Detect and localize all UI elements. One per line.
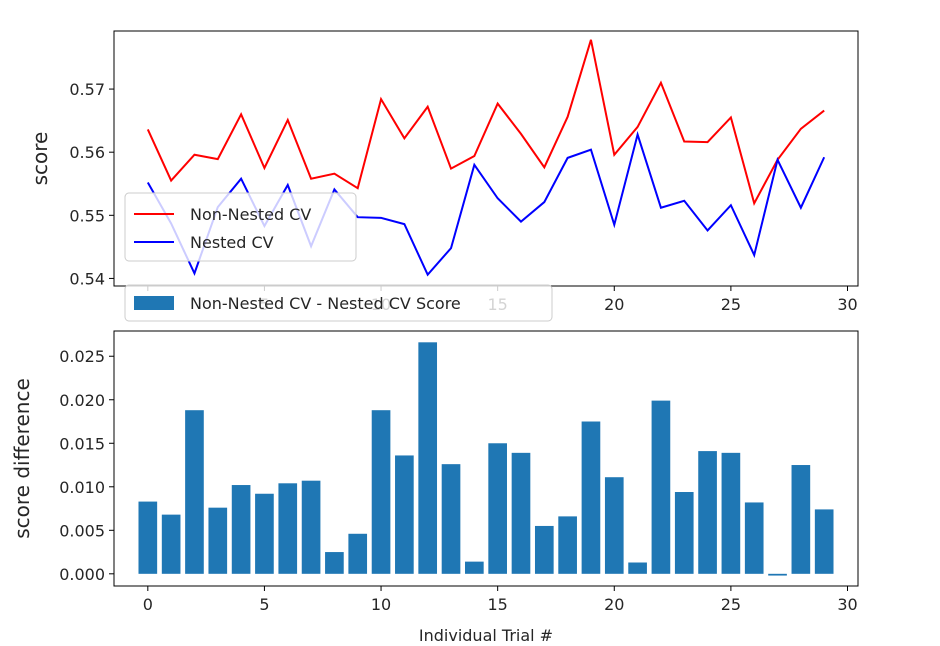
legend-label-non-nested-cv: Non-Nested CV: [190, 205, 311, 224]
top-x-tick-label: 20: [604, 295, 624, 314]
bottom-y-tick-label: 0.010: [59, 478, 105, 497]
bottom-y-tick-label: 0.025: [59, 347, 105, 366]
bottom-axis-ticks: 0 5 10 15 20 25 30 0.000 0.005 0.010 0.015 0.020 0.0…: [59, 347, 857, 614]
bar-trial-6: [278, 483, 298, 574]
bottom-x-tick-label: 30: [837, 595, 857, 614]
top-legend: Non-Nested CV Nested CV: [124, 192, 357, 262]
bar-trial-4: [231, 485, 251, 574]
bar-series-layer: [138, 342, 834, 576]
bar-trial-2: [185, 410, 204, 574]
bar-trial-5: [255, 493, 274, 574]
bar-trial-22: [651, 400, 671, 574]
top-y-axis-label: score: [28, 132, 52, 186]
bar-trial-1: [161, 514, 181, 574]
top-y-tick-label: 0.55: [69, 206, 105, 225]
bar-trial-19: [581, 421, 601, 574]
bar-trial-11: [395, 455, 414, 574]
series-line-non-nested-cv: [146, 39, 825, 206]
top-y-tick-label: 0.54: [69, 269, 105, 288]
bar-trial-9: [348, 533, 368, 574]
bar-trial-26: [744, 502, 764, 574]
bar-trial-13: [441, 464, 461, 574]
bottom-x-tick-label: 20: [604, 595, 624, 614]
bottom-axes-frame: [113, 330, 859, 587]
bottom-x-axis-label: Individual Trial #: [419, 626, 553, 645]
bar-trial-25: [721, 452, 741, 574]
top-x-tick-label: 30: [837, 295, 857, 314]
bottom-y-tick-label: 0.015: [59, 434, 105, 453]
bottom-y-tick-label: 0.005: [59, 521, 105, 540]
bottom-x-tick-label: 5: [259, 595, 269, 614]
bar-trial-18: [558, 516, 577, 574]
bar-trial-23: [674, 492, 694, 574]
bottom-y-axis-label: score difference: [10, 378, 34, 539]
top-x-tick-label: 25: [721, 295, 741, 314]
bar-trial-24: [698, 451, 717, 574]
bar-trial-14: [465, 561, 484, 574]
top-y-tick-label: 0.56: [69, 143, 105, 162]
bottom-x-tick-label: 25: [721, 595, 741, 614]
bar-trial-0: [138, 501, 158, 574]
top-legend-box: [124, 192, 357, 262]
bar-trial-21: [628, 562, 647, 574]
bar-trial-27: [768, 573, 787, 576]
bar-trial-28: [791, 465, 811, 574]
bottom-y-tick-label: 0.000: [59, 565, 105, 584]
legend-swatch-score-difference: [134, 296, 174, 310]
bar-trial-10: [371, 410, 391, 574]
bar-trial-7: [301, 480, 321, 574]
bar-trial-20: [604, 477, 624, 574]
bottom-x-tick-label: 0: [143, 595, 153, 614]
bottom-x-tick-label: 15: [487, 595, 507, 614]
bar-trial-12: [418, 342, 438, 574]
top-y-tick-label: 0.57: [69, 80, 105, 99]
legend-label-score-difference: Non-Nested CV - Nested CV Score: [190, 294, 461, 313]
bottom-x-tick-label: 10: [371, 595, 391, 614]
score-difference-bar-chart: 0 5 10 15 20 25 30 0.000 0.005 0.010 0.015 0.020 0.0…: [10, 284, 859, 645]
bottom-y-tick-label: 0.020: [59, 391, 105, 410]
bar-trial-3: [208, 507, 228, 574]
bottom-legend-box: [124, 284, 553, 322]
bar-trial-16: [511, 452, 531, 574]
legend-label-nested-cv: Nested CV: [190, 233, 274, 252]
bar-trial-29: [814, 509, 834, 574]
bar-trial-8: [325, 552, 344, 574]
bar-trial-17: [534, 525, 554, 574]
bar-trial-15: [488, 443, 507, 574]
bottom-legend: Non-Nested CV - Nested CV Score: [124, 284, 553, 322]
